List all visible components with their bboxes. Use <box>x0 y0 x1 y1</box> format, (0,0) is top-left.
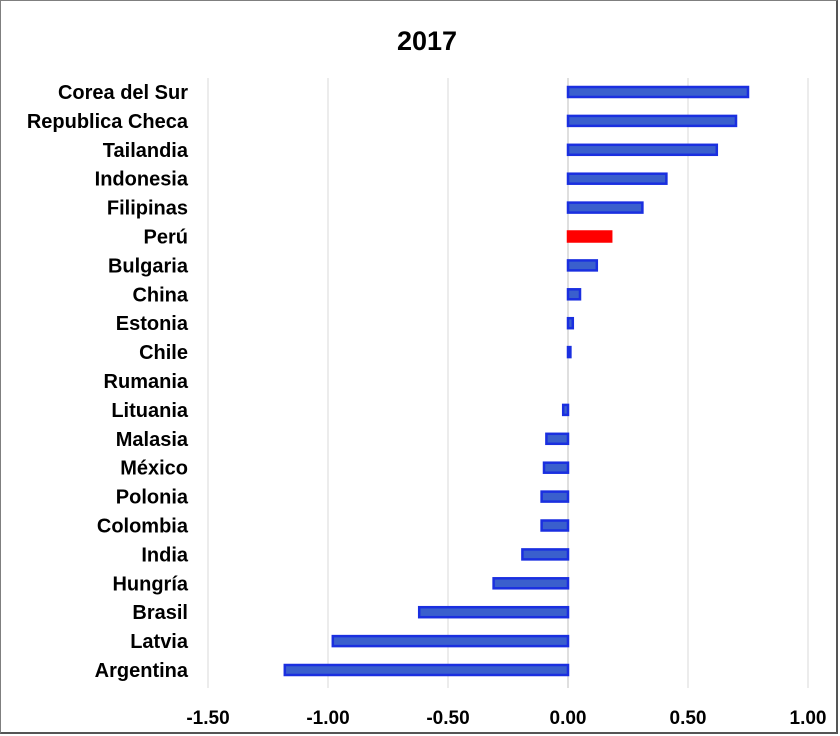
bar <box>566 172 668 185</box>
bar <box>331 634 570 648</box>
bar <box>566 114 738 128</box>
category-label: Colombia <box>97 516 189 538</box>
category-label: Argentina <box>95 660 189 682</box>
bar <box>283 663 570 677</box>
gridlines <box>207 78 809 688</box>
category-label: Latvia <box>130 631 189 653</box>
category-label: Polonia <box>116 487 189 509</box>
category-label: Hungría <box>112 573 188 595</box>
bar <box>566 143 719 157</box>
x-tick-label: 1.00 <box>790 708 827 729</box>
category-label: Brasil <box>132 602 188 624</box>
category-label: Filipinas <box>107 198 188 220</box>
category-label: Corea del Sur <box>58 82 188 104</box>
bar <box>417 605 570 619</box>
category-label: Chile <box>139 342 188 364</box>
bar <box>566 85 750 99</box>
x-axis-ticks: -1.50 -1.00 -0.50 0.00 0.50 1.00 <box>186 708 826 729</box>
bar <box>566 201 644 214</box>
highlight-bar <box>566 230 613 243</box>
category-labels: Corea del Sur Republica Checa Tailandia Ind… <box>27 82 189 682</box>
bar <box>566 345 572 359</box>
category-label: India <box>141 544 189 566</box>
bar <box>566 316 575 330</box>
bar <box>521 548 570 561</box>
bar <box>561 403 570 417</box>
bars <box>283 85 750 677</box>
x-tick-label: 0.50 <box>670 708 707 729</box>
bar <box>492 577 570 590</box>
category-label: Estonia <box>116 313 189 335</box>
x-tick-label: -1.00 <box>306 708 349 729</box>
bar <box>540 519 570 532</box>
bar <box>540 490 570 503</box>
category-label: China <box>132 284 188 306</box>
category-label: Indonesia <box>95 169 189 191</box>
x-tick-label: -0.50 <box>426 708 469 729</box>
category-label: Tailandia <box>103 140 189 162</box>
x-tick-label: -1.50 <box>186 708 229 729</box>
x-tick-label: 0.00 <box>550 708 587 729</box>
chart-title: 2017 <box>397 26 457 56</box>
category-label: Perú <box>144 227 188 249</box>
bar <box>566 259 599 272</box>
category-label: Bulgaria <box>108 255 189 277</box>
bar <box>545 432 570 446</box>
bar <box>566 288 582 301</box>
category-label: Rumania <box>104 371 189 393</box>
category-label: México <box>120 458 188 480</box>
category-label: Malasia <box>116 429 189 451</box>
category-label: Lituania <box>111 400 189 422</box>
bar <box>542 461 570 474</box>
category-label: Republica Checa <box>27 111 189 133</box>
